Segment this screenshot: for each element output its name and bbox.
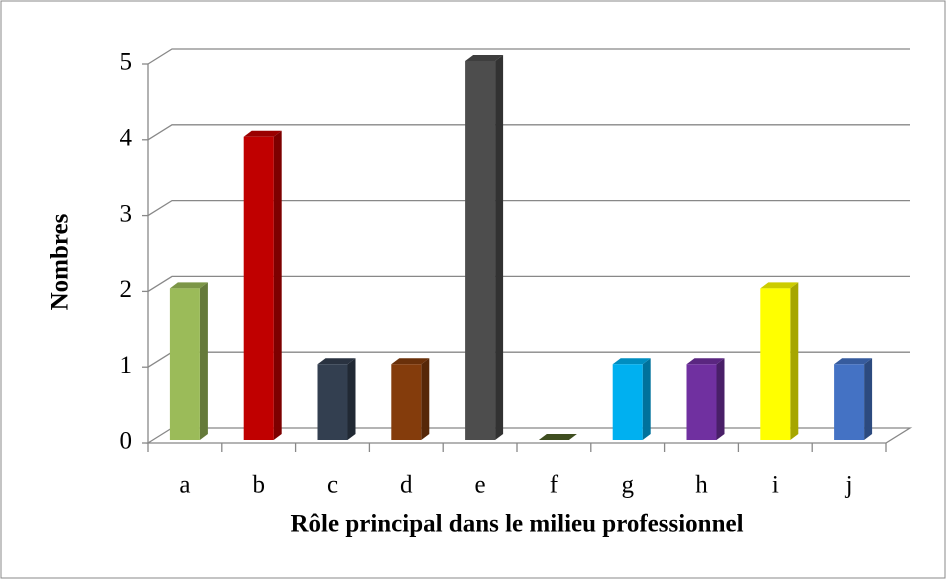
bar bbox=[391, 358, 430, 440]
bar bbox=[538, 434, 577, 440]
bar-side bbox=[864, 358, 873, 440]
bar bbox=[834, 358, 873, 440]
bar-front bbox=[169, 288, 200, 440]
y-tick-label: 2 bbox=[120, 276, 133, 303]
bar-front bbox=[686, 364, 717, 440]
bar bbox=[760, 282, 799, 440]
bar-front bbox=[760, 288, 791, 440]
grid-line bbox=[147, 199, 910, 217]
bar-side bbox=[421, 358, 430, 440]
bar-front bbox=[317, 364, 348, 440]
grid-line bbox=[147, 275, 910, 292]
y-tick-label: 4 bbox=[120, 125, 133, 152]
grid-line bbox=[147, 48, 910, 65]
y-tick-label: 1 bbox=[120, 352, 133, 379]
x-tick-label: b bbox=[252, 472, 265, 499]
bar-side bbox=[790, 282, 799, 440]
bar-top bbox=[465, 55, 504, 61]
bar bbox=[612, 358, 651, 440]
bar-side bbox=[716, 358, 725, 440]
bar-top bbox=[612, 358, 651, 365]
bar-top bbox=[834, 358, 873, 365]
bar-side bbox=[273, 130, 282, 441]
x-tick-label: j bbox=[845, 472, 853, 499]
grid-line bbox=[147, 124, 910, 141]
bar-top bbox=[317, 358, 356, 365]
x-tick-label: g bbox=[621, 472, 634, 499]
bar bbox=[686, 358, 725, 440]
y-axis-title: Nombres bbox=[47, 213, 74, 310]
bar-side bbox=[199, 282, 208, 440]
bar-side bbox=[347, 358, 356, 440]
bar bbox=[317, 358, 356, 440]
x-axis-title: Rôle principal dans le milieu profession… bbox=[290, 511, 743, 538]
bar-top bbox=[243, 130, 282, 137]
x-tick-label: d bbox=[400, 472, 413, 499]
y-tick-label: 0 bbox=[120, 428, 133, 455]
floor bbox=[145, 427, 913, 444]
x-tick-label: h bbox=[695, 472, 708, 499]
y-tick-label: 5 bbox=[120, 49, 133, 76]
bar-top bbox=[760, 282, 799, 289]
x-tick-label: f bbox=[550, 472, 559, 499]
bar bbox=[169, 282, 208, 440]
bar-top bbox=[391, 358, 430, 365]
y-tick-label: 3 bbox=[120, 200, 133, 227]
x-tick-label: c bbox=[327, 472, 338, 499]
bar-front bbox=[465, 61, 496, 440]
bar-side bbox=[495, 55, 504, 440]
bar bbox=[243, 130, 282, 441]
bar-top bbox=[169, 282, 208, 289]
x-tick-label: i bbox=[772, 472, 779, 499]
x-tick-label: a bbox=[179, 472, 190, 499]
bar-side bbox=[642, 358, 651, 440]
bar-top bbox=[686, 358, 725, 365]
bar-top bbox=[538, 434, 577, 440]
x-tick-label: e bbox=[475, 472, 486, 499]
bar bbox=[465, 55, 504, 440]
bar-front bbox=[391, 364, 422, 440]
bar-front bbox=[243, 136, 274, 441]
bar-front bbox=[834, 364, 865, 440]
bar-front bbox=[612, 364, 643, 440]
